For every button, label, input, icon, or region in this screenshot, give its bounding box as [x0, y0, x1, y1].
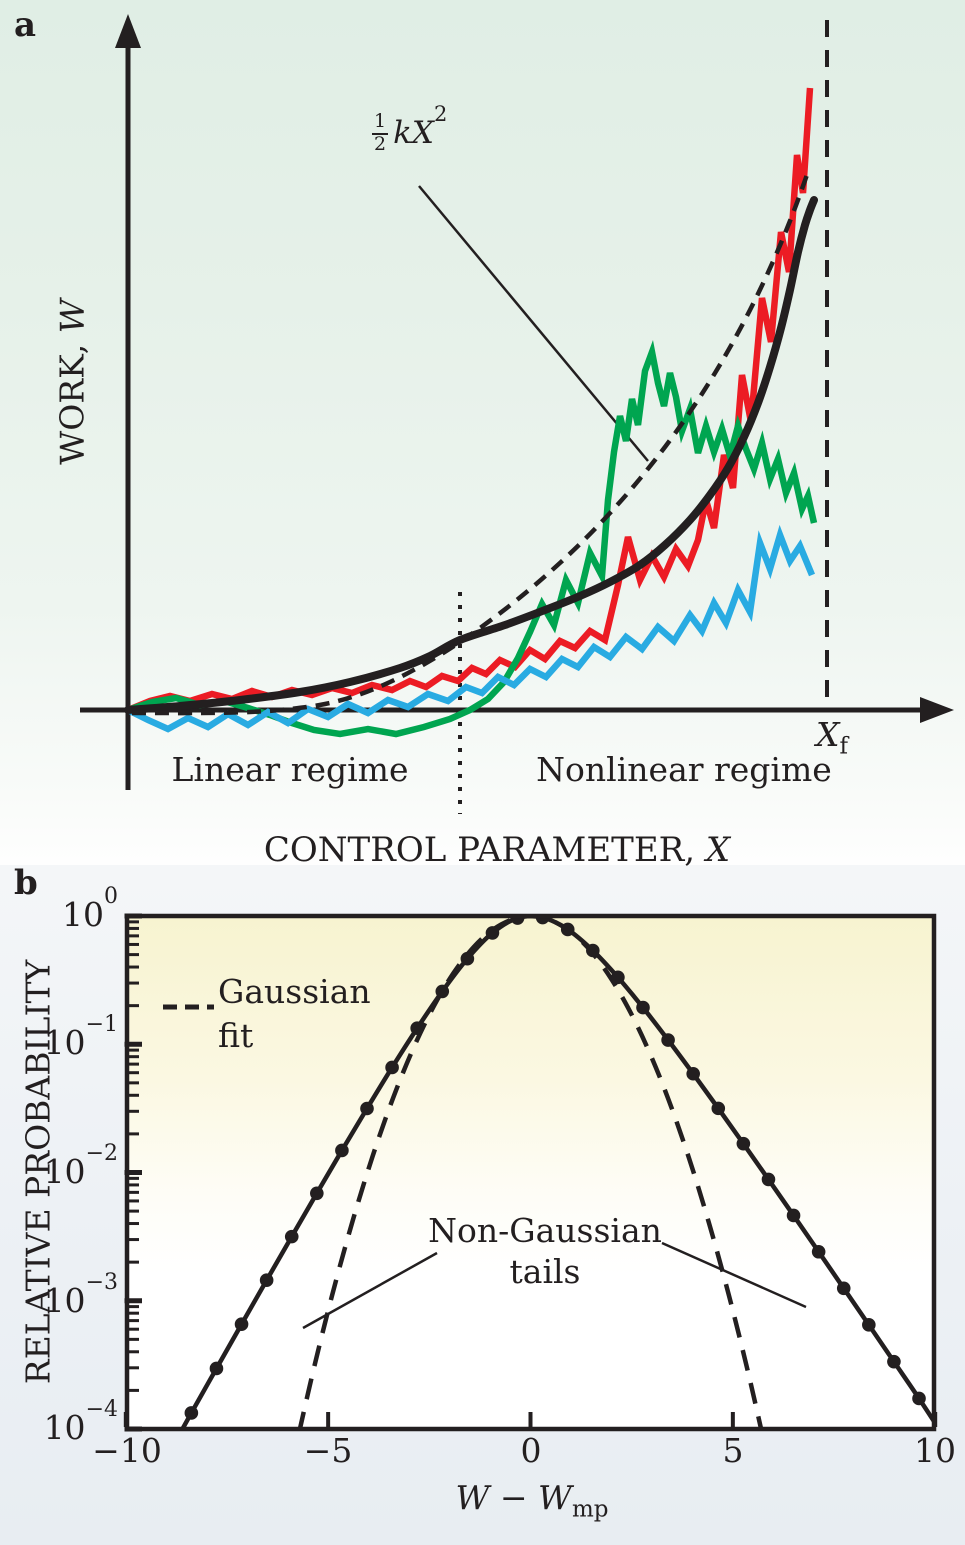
- data-point: [385, 1060, 399, 1075]
- y-tick-label-1e-2: 10−2: [43, 1141, 118, 1191]
- data-point: [611, 970, 625, 985]
- xf-label: Xf: [816, 715, 849, 760]
- data-point: [485, 926, 500, 940]
- non-gaussian-tails-annotation: Non-Gaussian tails: [428, 1211, 662, 1291]
- b-plot-frame: [124, 913, 937, 1432]
- data-point: [460, 951, 475, 966]
- data-point: [209, 1361, 224, 1376]
- y-tick-label-1e-3: 10−3: [43, 1270, 118, 1320]
- panel-a-letter: a: [14, 5, 37, 45]
- trajectory-green: [126, 339, 818, 738]
- a-y-axis-arrowhead: [115, 14, 141, 48]
- trajectory-cyan: [126, 524, 816, 733]
- x-tick-label-m5: −5: [303, 1431, 353, 1470]
- data-point: [636, 1000, 650, 1015]
- data-point: [360, 1101, 374, 1116]
- x-tick-label-m10: −10: [92, 1431, 162, 1470]
- data-point: [811, 1244, 826, 1259]
- data-point: [410, 1021, 424, 1036]
- legend-gaussian-fit: Gaussian fit: [218, 972, 371, 1055]
- annotation-pointer-left: [302, 1251, 438, 1330]
- data-point: [335, 1143, 349, 1158]
- formula-pointer-line: [418, 185, 649, 462]
- data-point: [686, 1066, 700, 1081]
- data-point: [862, 1318, 876, 1332]
- data-point: [786, 1208, 801, 1223]
- data-point: [836, 1281, 851, 1296]
- a-x-axis-title: CONTROL PARAMETER, X: [263, 830, 731, 870]
- a-y-axis-title: WORK, W: [52, 299, 92, 465]
- x-tick-label-5: 5: [722, 1431, 744, 1470]
- x-tick-label-10: 10: [914, 1431, 956, 1470]
- y-tick-label-1e0: 100: [62, 884, 118, 934]
- data-point: [435, 984, 450, 999]
- x-tick-label-0: 0: [520, 1431, 542, 1470]
- data-point: [887, 1354, 901, 1369]
- panel-b-letter: b: [14, 863, 38, 903]
- data-point: [586, 943, 600, 958]
- data-point: [284, 1229, 299, 1244]
- a-x-axis-arrowhead: [920, 697, 954, 723]
- y-tick-label-1e-4: 10−4: [43, 1397, 118, 1447]
- data-point: [661, 1033, 675, 1047]
- data-point: [736, 1136, 751, 1151]
- panel-a-curves: [124, 87, 818, 738]
- data-point: [310, 1186, 324, 1201]
- b-x-axis-title: W − Wmp: [455, 1478, 609, 1523]
- half-kX2-quadratic: [132, 171, 811, 716]
- data-point: [259, 1273, 274, 1288]
- data-point: [234, 1317, 249, 1332]
- nonlinear-regime-label: Nonlinear regime: [536, 750, 832, 789]
- b-plot-area: [127, 916, 934, 1429]
- panel-b-curves: [179, 916, 932, 1429]
- work-distribution-markers: [184, 916, 926, 1420]
- data-point: [711, 1101, 726, 1116]
- data-point: [560, 922, 575, 937]
- data-point: [761, 1172, 776, 1187]
- mean-work-curve: [124, 196, 818, 714]
- data-point: [184, 1406, 199, 1420]
- linear-regime-label: Linear regime: [171, 750, 409, 789]
- data-point: [912, 1391, 926, 1406]
- annotation-pointer-right: [661, 1241, 807, 1309]
- y-tick-label-1e-1: 10−1: [43, 1012, 118, 1062]
